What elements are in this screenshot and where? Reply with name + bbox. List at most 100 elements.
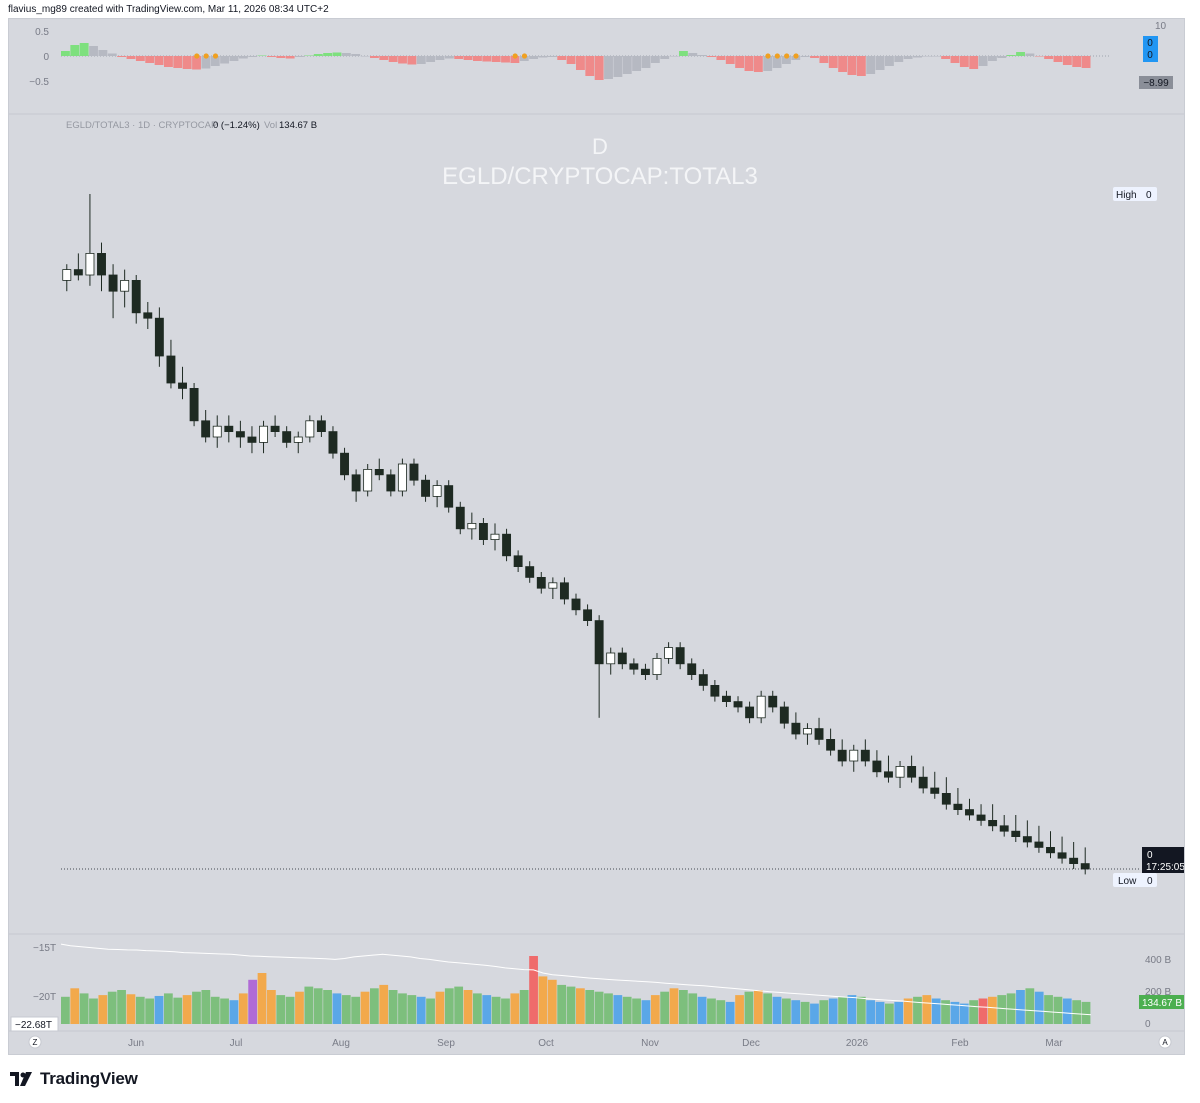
- volume-bar: [482, 995, 492, 1024]
- time-axis-label: Nov: [641, 1038, 659, 1049]
- oscillator-bar: [201, 56, 211, 69]
- candle-body: [525, 566, 535, 578]
- candle-body: [502, 533, 512, 557]
- volume-bar: [941, 1000, 950, 1024]
- oscillator-bar: [632, 56, 642, 71]
- volume-bar: [632, 998, 641, 1024]
- volume-bar: [744, 991, 754, 1024]
- candle-body: [409, 463, 419, 481]
- time-axis-label: Jul: [230, 1038, 243, 1049]
- candle-body: [1057, 852, 1067, 859]
- oscillator-bar: [744, 56, 754, 71]
- volume-right-tick: 0: [1145, 1019, 1151, 1030]
- volume-bar: [800, 1001, 810, 1024]
- volume-bar: [510, 993, 520, 1024]
- candle-body: [837, 749, 847, 762]
- auto-scale-button[interactable]: [1158, 1035, 1172, 1049]
- candle-body: [965, 809, 974, 816]
- oscillator-dot: [774, 53, 780, 59]
- candle-body: [941, 793, 951, 805]
- oscillator-bar: [679, 51, 688, 56]
- oscillator-bar: [126, 56, 136, 59]
- volume-bar: [416, 996, 426, 1024]
- zoom-button-label: Z: [33, 1038, 38, 1047]
- volume-bar: [1044, 995, 1053, 1024]
- oscillator-bar: [164, 56, 173, 67]
- candle-body: [617, 652, 627, 665]
- oscillator-bar: [295, 56, 304, 57]
- legend-value: 0 (−1.24%): [213, 120, 260, 131]
- volume-bar: [463, 990, 473, 1024]
- oscillator-bar: [285, 56, 295, 59]
- oscillator-bar: [978, 56, 988, 66]
- volume-bar: [341, 995, 351, 1024]
- volume-bar: [126, 994, 136, 1024]
- volume-bar: [885, 1003, 894, 1024]
- candle-body: [444, 485, 454, 508]
- chart-frame[interactable]: 0.5 0 −0.5 10 0 0 −8.99 EGLD/TOTAL3 · 1D · CRY…: [8, 18, 1185, 1055]
- volume-bar: [707, 998, 716, 1024]
- candle-body: [455, 506, 465, 530]
- high-value: 0: [1146, 190, 1152, 201]
- candle-body: [652, 658, 662, 676]
- volume-bar: [913, 996, 922, 1024]
- oscillator-bar: [398, 56, 407, 64]
- candle-body: [259, 425, 268, 443]
- volume-bar: [950, 1001, 960, 1024]
- volume-bar: [679, 990, 688, 1024]
- oscillator-dot: [194, 53, 200, 59]
- oscillator-right-badge-value: 0: [1147, 50, 1153, 61]
- volume-bar: [398, 993, 407, 1024]
- oscillator-bar: [473, 56, 482, 61]
- candle-body: [953, 803, 963, 811]
- candle-body: [583, 609, 593, 621]
- volume-bar: [847, 995, 857, 1024]
- volume-bar: [604, 993, 613, 1024]
- candle-body: [826, 739, 836, 751]
- zoom-button[interactable]: [28, 1035, 42, 1049]
- oscillator-bar: [856, 56, 866, 76]
- oscillator-bar: [117, 56, 127, 57]
- oscillator-bar: [370, 56, 379, 58]
- oscillator-bar: [89, 46, 98, 56]
- candle-body: [640, 668, 650, 676]
- candle-body: [478, 522, 488, 540]
- volume-last-badge: [1139, 995, 1184, 1009]
- oscillator-bar: [98, 50, 108, 56]
- volume-bar: [435, 991, 445, 1024]
- volume-bar: [351, 996, 361, 1024]
- volume-bar: [978, 998, 988, 1024]
- oscillator-last-value: −8.99: [1143, 78, 1169, 89]
- candle-body: [721, 695, 731, 703]
- volume-bar: [903, 998, 913, 1024]
- volume-bar: [295, 991, 304, 1024]
- candle-body: [363, 468, 373, 492]
- oscillator-bar: [304, 55, 314, 56]
- candle-body: [629, 663, 639, 670]
- oscillator-bar: [838, 56, 848, 72]
- volume-right-tick: 200 B: [1145, 987, 1171, 998]
- volume-bar: [716, 1000, 726, 1024]
- volume-bar: [866, 1000, 876, 1024]
- oscillator-bar: [145, 56, 155, 63]
- oscillator-tick-label: 0: [43, 52, 49, 63]
- oscillator-bar: [276, 56, 286, 58]
- oscillator-bar: [220, 56, 230, 64]
- candle-body: [860, 749, 870, 762]
- candle-body: [328, 431, 338, 454]
- candle-body: [733, 701, 743, 708]
- oscillator-dot: [512, 53, 518, 59]
- candle-body: [131, 279, 141, 314]
- volume-bar: [782, 998, 791, 1024]
- high-label-box: [1113, 187, 1157, 201]
- volume-bar: [379, 984, 389, 1024]
- volume-bar: [650, 995, 660, 1024]
- oscillator-bar: [866, 56, 876, 74]
- oscillator-bar: [959, 56, 969, 67]
- oscillator-bar: [988, 56, 997, 61]
- candle-body: [270, 425, 280, 433]
- volume-bar: [473, 993, 482, 1024]
- volume-bar: [238, 993, 248, 1024]
- oscillator-bar: [538, 56, 548, 58]
